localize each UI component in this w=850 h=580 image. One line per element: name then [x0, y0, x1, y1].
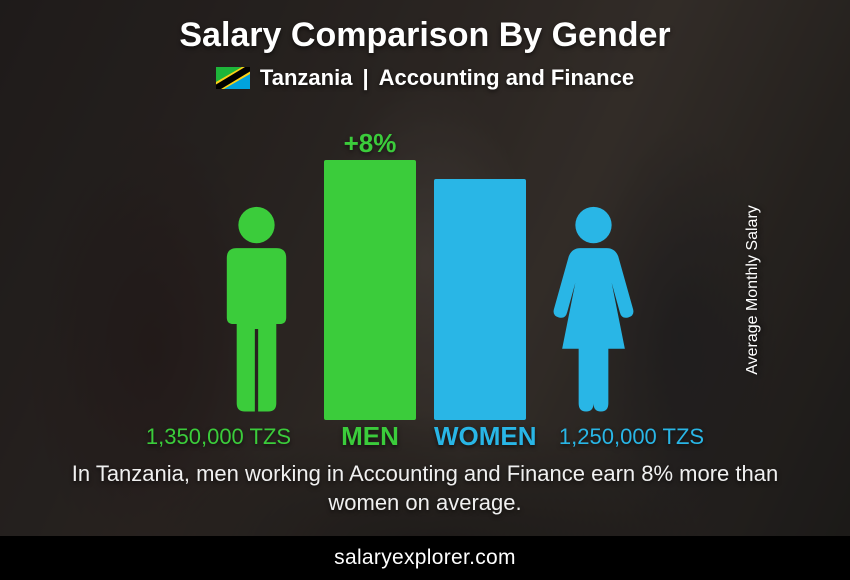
chart-area: +8%	[0, 110, 850, 420]
bar-men: +8%	[324, 160, 416, 420]
men-label: MEN	[324, 421, 416, 452]
delta-label: +8%	[344, 128, 397, 159]
content-container: Salary Comparison By Gender Tanzania | A…	[0, 0, 850, 580]
description-text: In Tanzania, men working in Accounting a…	[60, 459, 790, 518]
men-icon-column	[207, 205, 306, 420]
bar-women	[434, 179, 526, 420]
bar-group: +8%	[324, 160, 526, 420]
subtitle-row: Tanzania | Accounting and Finance	[0, 65, 850, 91]
woman-icon	[544, 205, 643, 420]
separator: |	[362, 65, 368, 91]
men-salary: 1,350,000 TZS	[131, 424, 306, 450]
man-icon	[207, 205, 306, 420]
tanzania-flag-icon	[216, 67, 250, 89]
women-label: WOMEN	[434, 421, 526, 452]
women-salary: 1,250,000 TZS	[544, 424, 719, 450]
labels-row: 1,350,000 TZS MEN WOMEN 1,250,000 TZS	[0, 421, 850, 452]
women-icon-column	[544, 205, 643, 420]
page-title: Salary Comparison By Gender	[0, 0, 850, 55]
y-axis-label: Average Monthly Salary	[744, 205, 762, 375]
country-label: Tanzania	[260, 65, 353, 91]
field-label: Accounting and Finance	[379, 65, 634, 91]
footer-bar: salaryexplorer.com	[0, 536, 850, 580]
footer-brand: salaryexplorer.com	[334, 546, 516, 570]
